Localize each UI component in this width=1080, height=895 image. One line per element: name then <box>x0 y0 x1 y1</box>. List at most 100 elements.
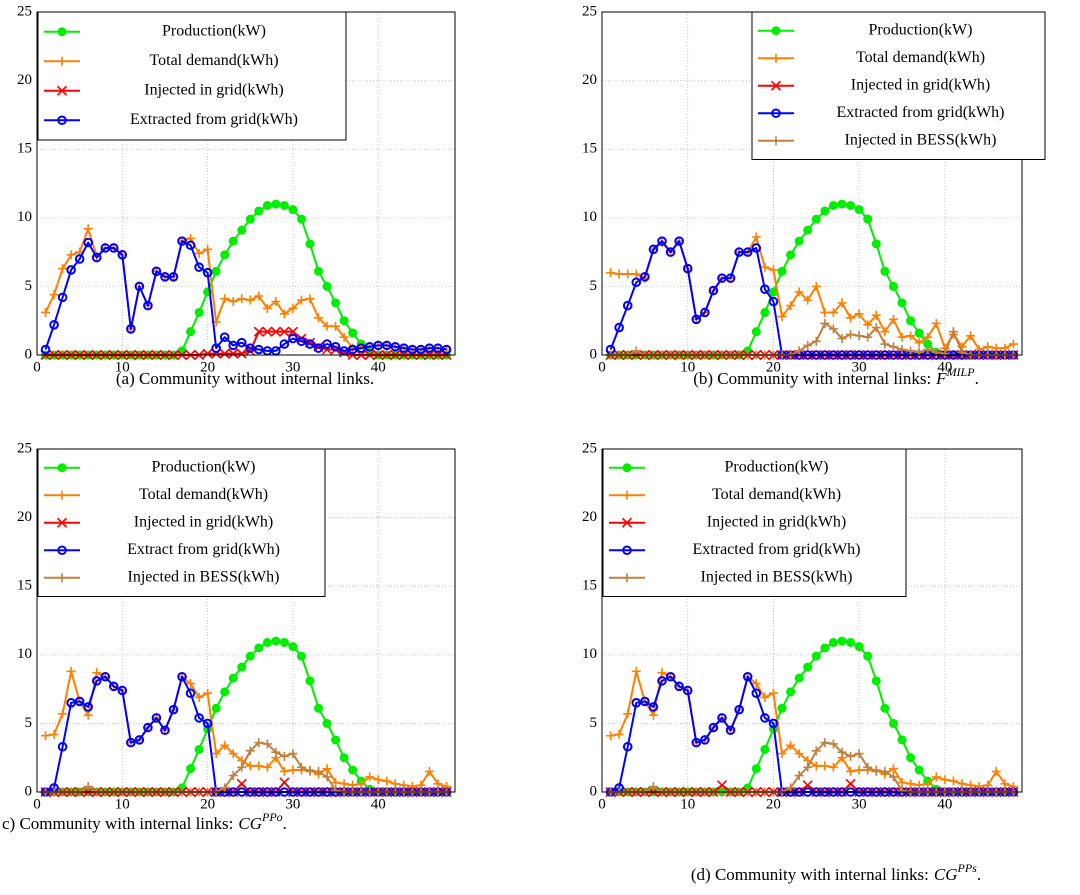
marker <box>760 262 770 272</box>
legend-label: Total demand(kWh) <box>856 49 985 66</box>
marker <box>923 345 933 355</box>
marker <box>665 247 676 257</box>
marker <box>305 294 315 304</box>
marker <box>228 296 238 306</box>
marker <box>322 281 332 291</box>
legend-label: Extracted from grid(kWh) <box>130 111 298 128</box>
legend-label: Total demand(kWh) <box>139 486 268 503</box>
marker <box>194 248 204 258</box>
marker <box>271 636 281 646</box>
caption-end: . <box>283 814 287 833</box>
legend-frame <box>37 448 326 597</box>
marker <box>871 323 881 333</box>
marker <box>734 704 744 715</box>
marker <box>871 676 881 686</box>
marker <box>262 303 272 313</box>
series-line <box>45 670 447 788</box>
marker <box>254 206 264 216</box>
marker <box>177 671 187 682</box>
marker <box>708 722 719 733</box>
marker <box>288 205 298 215</box>
marker <box>202 718 213 729</box>
marker <box>863 332 873 342</box>
y-tick-label: 20 <box>582 509 597 525</box>
marker <box>880 327 890 337</box>
marker <box>846 766 856 776</box>
marker <box>802 780 813 791</box>
marker <box>846 200 856 210</box>
marker <box>279 637 289 647</box>
marker <box>211 703 221 713</box>
marker <box>631 698 642 708</box>
legend-marker <box>57 545 67 556</box>
marker <box>271 747 281 757</box>
y-tick-label: 0 <box>25 346 33 362</box>
marker <box>236 778 247 789</box>
x-tick-label: 10 <box>680 796 695 812</box>
caption-symbol: CG <box>238 814 262 833</box>
marker <box>880 339 890 349</box>
marker <box>41 307 51 317</box>
marker <box>339 332 349 342</box>
legend-label: Injected in grid(kWh) <box>707 513 847 530</box>
marker <box>906 779 916 789</box>
marker <box>262 200 272 210</box>
marker <box>194 262 204 272</box>
marker <box>237 762 247 772</box>
marker <box>296 651 306 661</box>
marker <box>271 199 281 209</box>
marker <box>228 340 239 351</box>
marker <box>966 331 976 341</box>
marker <box>760 713 770 723</box>
marker <box>828 637 838 647</box>
x-tick-label: 10 <box>115 796 130 812</box>
marker <box>424 766 434 776</box>
marker <box>794 287 804 297</box>
marker <box>287 326 298 337</box>
marker <box>49 320 59 330</box>
marker <box>254 761 264 771</box>
series-line <box>610 640 1014 793</box>
marker <box>940 349 950 359</box>
marker <box>348 765 358 775</box>
marker <box>373 775 383 785</box>
marker <box>441 344 452 355</box>
marker <box>888 281 898 291</box>
y-tick-label: 10 <box>17 646 32 662</box>
marker <box>279 309 289 319</box>
legend-label: Injected in BESS(kWh) <box>701 568 853 585</box>
marker <box>811 281 821 291</box>
marker <box>66 698 76 708</box>
marker <box>786 250 796 260</box>
marker <box>811 214 821 224</box>
marker <box>897 777 907 787</box>
marker <box>305 239 315 249</box>
y-tick-label: 25 <box>17 440 32 456</box>
marker <box>322 339 332 349</box>
legend-marker <box>771 26 781 36</box>
marker <box>305 676 315 686</box>
marker <box>923 779 933 789</box>
marker <box>433 343 443 353</box>
marker <box>700 307 710 318</box>
marker <box>143 300 153 311</box>
marker <box>381 340 392 351</box>
y-tick-label: 20 <box>582 72 597 88</box>
marker <box>794 673 804 683</box>
marker <box>940 775 950 785</box>
marker <box>390 779 400 789</box>
marker <box>880 766 890 776</box>
legend-marker <box>622 573 632 583</box>
marker <box>794 771 804 781</box>
legend-marker <box>621 517 633 528</box>
marker <box>91 676 102 686</box>
legend-label: Extracted from grid(kWh) <box>837 104 1005 121</box>
marker <box>854 642 864 652</box>
legend-marker <box>56 85 68 96</box>
marker <box>271 296 281 306</box>
marker <box>768 265 778 275</box>
marker <box>66 666 76 676</box>
marker <box>296 336 307 347</box>
marker <box>751 327 761 337</box>
marker <box>236 337 247 348</box>
